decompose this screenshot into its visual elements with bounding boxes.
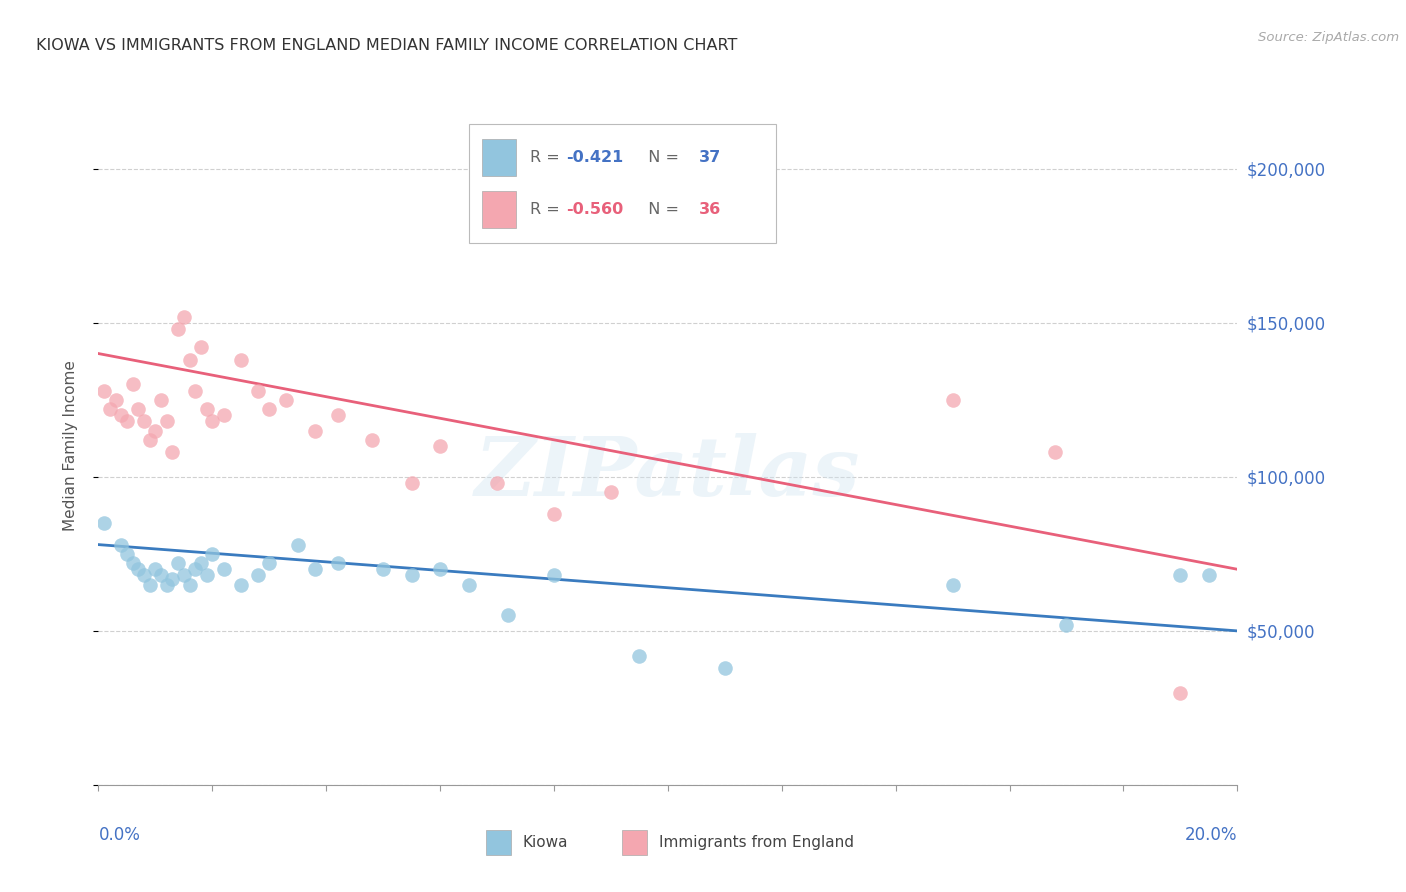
Point [714,661,737,675]
Point [229,352,252,367]
Point [184,384,207,398]
Point [628,648,651,663]
Point [184,562,207,576]
Point [104,392,127,407]
Text: KIOWA VS IMMIGRANTS FROM ENGLAND MEDIAN FAMILY INCOME CORRELATION CHART: KIOWA VS IMMIGRANTS FROM ENGLAND MEDIAN … [35,37,737,53]
Point [276,392,298,407]
Text: Immigrants from England: Immigrants from England [659,835,853,850]
Point [179,352,201,367]
Text: N =: N = [638,150,685,165]
Point [121,556,143,570]
Point [167,322,190,336]
Point [246,568,269,582]
Point [1043,445,1066,459]
Point [138,433,160,447]
Text: R =: R = [530,150,565,165]
FancyBboxPatch shape [468,124,776,243]
Point [212,408,235,422]
Point [115,414,138,428]
Text: Source: ZipAtlas.com: Source: ZipAtlas.com [1258,31,1399,45]
Point [150,392,173,407]
Point [138,577,160,591]
Point [486,475,509,490]
Point [115,547,138,561]
Point [110,408,132,422]
Text: ZIPatlas: ZIPatlas [475,434,860,513]
Point [543,568,565,582]
Point [229,577,252,591]
Point [190,340,212,354]
Point [156,577,179,591]
Point [457,577,479,591]
Point [201,547,224,561]
Point [195,402,218,417]
Point [156,414,179,428]
Text: 0.0%: 0.0% [98,826,141,844]
Point [132,568,155,582]
Bar [482,138,516,176]
Point [179,577,201,591]
Point [401,568,423,582]
Point [1056,617,1078,632]
Point [150,568,173,582]
Point [121,377,143,392]
Point [132,414,155,428]
Point [304,424,326,438]
Point [162,572,184,586]
Point [212,562,235,576]
Point [246,384,269,398]
Point [942,577,965,591]
Text: -0.560: -0.560 [567,202,624,217]
Text: -0.421: -0.421 [567,150,624,165]
Point [93,384,115,398]
Point [173,310,195,324]
Point [259,402,281,417]
Bar [623,830,647,855]
Point [429,439,451,453]
Y-axis label: Median Family Income: Median Family Income [63,360,77,532]
Point [373,562,395,576]
Point [429,562,451,576]
Text: N =: N = [638,202,685,217]
Point [942,392,965,407]
Point [98,402,121,417]
Point [360,433,382,447]
Text: 37: 37 [699,150,721,165]
Point [326,408,349,422]
Point [1198,568,1220,582]
Point [201,414,224,428]
Point [190,556,212,570]
Point [162,445,184,459]
Point [173,568,195,582]
Point [543,507,565,521]
Point [259,556,281,570]
Point [401,475,423,490]
Point [127,402,149,417]
Point [110,538,132,552]
Point [600,485,623,500]
Point [287,538,309,552]
Point [145,424,167,438]
Bar [482,191,516,228]
Text: 20.0%: 20.0% [1185,826,1237,844]
Bar [485,830,510,855]
Point [1170,568,1192,582]
Point [195,568,218,582]
Point [93,516,115,530]
Text: 36: 36 [699,202,721,217]
Point [304,562,326,576]
Point [127,562,149,576]
Text: R =: R = [530,202,565,217]
Point [1170,685,1192,699]
Point [145,562,167,576]
Point [326,556,349,570]
Point [167,556,190,570]
Text: Kiowa: Kiowa [522,835,568,850]
Point [498,608,520,623]
